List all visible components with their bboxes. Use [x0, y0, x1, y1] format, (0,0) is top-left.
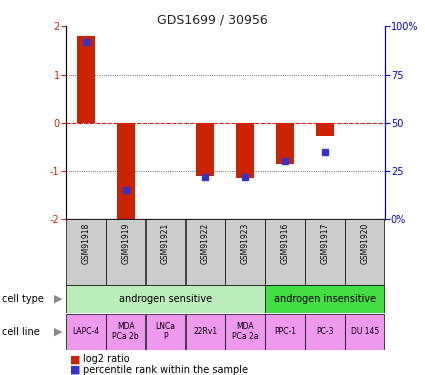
Bar	[345, 219, 385, 285]
Bar	[106, 314, 145, 350]
Text: androgen sensitive: androgen sensitive	[119, 294, 212, 304]
Bar	[186, 219, 225, 285]
Text: percentile rank within the sample: percentile rank within the sample	[83, 365, 248, 375]
Text: ▶: ▶	[54, 327, 63, 337]
Text: ▶: ▶	[54, 294, 63, 304]
Bar	[186, 314, 225, 350]
Text: androgen insensitive: androgen insensitive	[274, 294, 376, 304]
Bar	[77, 36, 95, 123]
Text: DU 145: DU 145	[351, 327, 379, 336]
Text: cell line: cell line	[2, 327, 40, 337]
Bar	[345, 314, 385, 350]
Text: GSM91923: GSM91923	[241, 223, 249, 264]
Text: GSM91921: GSM91921	[161, 223, 170, 264]
Bar	[276, 123, 294, 164]
Text: LAPC-4: LAPC-4	[72, 327, 99, 336]
Text: PC-3: PC-3	[316, 327, 334, 336]
Text: GSM91917: GSM91917	[320, 223, 329, 264]
Bar	[236, 123, 254, 178]
Bar	[106, 219, 145, 285]
Bar	[265, 219, 305, 285]
Text: GSM91920: GSM91920	[360, 223, 369, 264]
Text: LNCa
P: LNCa P	[156, 322, 176, 341]
Bar	[305, 219, 345, 285]
Bar	[265, 285, 385, 313]
Text: cell type: cell type	[2, 294, 44, 304]
Bar	[66, 219, 105, 285]
Text: MDA
PCa 2a: MDA PCa 2a	[232, 322, 258, 341]
Bar	[196, 123, 214, 176]
Bar	[225, 219, 265, 285]
Text: ■: ■	[70, 354, 81, 364]
Bar	[146, 219, 185, 285]
Bar	[66, 314, 105, 350]
Text: ■: ■	[70, 365, 81, 375]
Bar	[225, 314, 265, 350]
Bar	[305, 314, 345, 350]
Text: GDS1699 / 30956: GDS1699 / 30956	[157, 13, 268, 26]
Bar	[265, 314, 305, 350]
Text: GSM91922: GSM91922	[201, 223, 210, 264]
Text: MDA
PCa 2b: MDA PCa 2b	[112, 322, 139, 341]
Text: log2 ratio: log2 ratio	[83, 354, 130, 364]
Bar	[66, 285, 265, 313]
Text: GSM91918: GSM91918	[81, 223, 90, 264]
Bar	[316, 123, 334, 136]
Text: GSM91916: GSM91916	[280, 223, 289, 264]
Text: PPC-1: PPC-1	[274, 327, 296, 336]
Text: 22Rv1: 22Rv1	[193, 327, 218, 336]
Text: GSM91919: GSM91919	[121, 223, 130, 264]
Bar	[146, 314, 185, 350]
Bar	[117, 123, 135, 222]
